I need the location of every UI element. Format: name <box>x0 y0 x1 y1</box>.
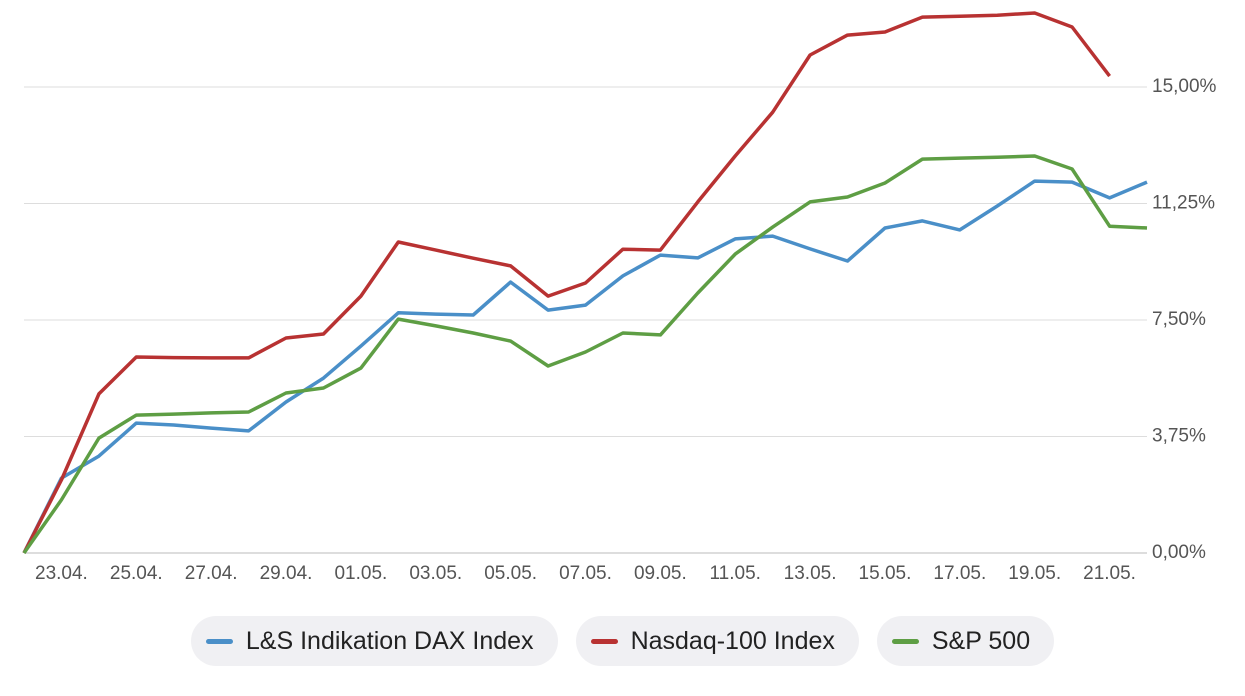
legend-swatch <box>590 638 618 644</box>
legend-label: S&P 500 <box>931 626 1031 655</box>
legend-label: L&S Indikation DAX Index <box>245 626 534 655</box>
series-line <box>22 179 1148 554</box>
legend: L&S Indikation DAX Index Nasdaq-100 Index… <box>0 616 1245 666</box>
y-tick-label: 0,00% <box>1152 542 1206 563</box>
x-tick-label: 27.04. <box>185 563 238 584</box>
y-tick-label: 3,75% <box>1152 426 1206 447</box>
x-tick-label: 13.05. <box>784 563 837 584</box>
legend-item[interactable]: S&P 500 <box>876 616 1055 666</box>
chart: 0,00% 3,75% 7,50% 11,25% 15,00% 23.04. 25.04. 2… <box>22 11 1217 584</box>
x-tick-label: 05.05. <box>484 563 537 584</box>
x-tick-label: 29.04. <box>260 563 313 584</box>
x-tick-label: 15.05. <box>859 563 912 584</box>
x-tick-label: 03.05. <box>409 563 462 584</box>
x-tick-label: 25.04. <box>110 563 163 584</box>
legend-item[interactable]: L&S Indikation DAX Index <box>190 616 558 666</box>
legend-swatch <box>891 638 919 644</box>
y-tick-label: 15,00% <box>1152 76 1217 97</box>
x-tick-label: 23.04. <box>35 563 88 584</box>
x-tick-label: 19.05. <box>1008 563 1061 584</box>
x-tick-label: 11.05. <box>710 563 761 584</box>
x-tick-label: 01.05. <box>334 563 387 584</box>
series-line <box>22 11 1111 554</box>
legend-label: Nasdaq-100 Index <box>630 626 835 655</box>
legend-swatch <box>205 638 233 644</box>
y-tick-label: 11,25% <box>1152 193 1215 214</box>
x-tick-label: 21.05. <box>1083 563 1136 584</box>
x-tick-label: 07.05. <box>559 563 612 584</box>
series-line <box>22 154 1148 555</box>
x-tick-label: 09.05. <box>634 563 687 584</box>
y-tick-label: 7,50% <box>1152 309 1206 330</box>
x-tick-label: 17.05. <box>933 563 986 584</box>
legend-item[interactable]: Nasdaq-100 Index <box>575 616 859 666</box>
